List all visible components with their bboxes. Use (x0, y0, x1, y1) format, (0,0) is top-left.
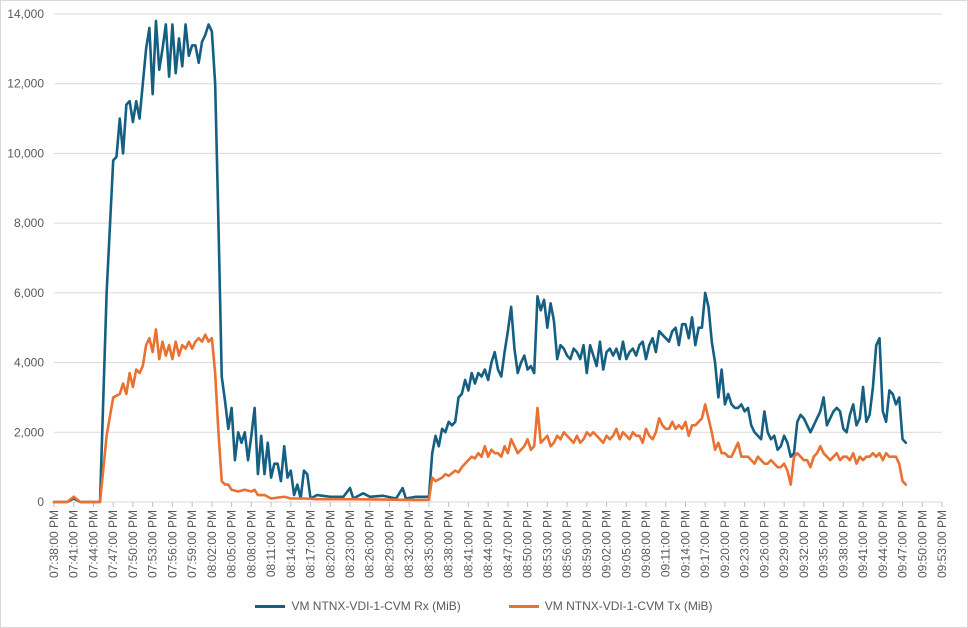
x-tick-label: 08:53:00 PM (540, 510, 554, 578)
x-tick-label: 09:02:00 PM (600, 510, 614, 578)
x-tick-label: 08:56:00 PM (560, 510, 574, 578)
legend-swatch-rx (255, 604, 286, 608)
x-tick-label: 07:56:00 PM (165, 510, 179, 578)
x-tick-label: 09:26:00 PM (757, 510, 771, 578)
x-tick-label: 08:35:00 PM (422, 510, 436, 578)
x-tick-label: 08:32:00 PM (402, 510, 416, 578)
x-tick-label: 09:32:00 PM (797, 510, 811, 578)
gridlines (54, 13, 942, 503)
x-tick-label: 08:44:00 PM (481, 510, 495, 578)
x-tick-label: 08:14:00 PM (284, 510, 298, 578)
x-tick-label: 08:59:00 PM (580, 510, 594, 578)
x-tick-label: 07:50:00 PM (126, 510, 140, 578)
x-tick-label: 08:05:00 PM (225, 510, 239, 578)
y-tick-label: 2,000 (14, 425, 44, 439)
legend-item-rx: VM NTNX-VDI-1-CVM Rx (MiB) (255, 599, 461, 613)
y-tick-label: 12,000 (7, 77, 44, 91)
legend-label-tx: VM NTNX-VDI-1-CVM Tx (MiB) (544, 599, 713, 613)
x-tick-label: 09:05:00 PM (619, 510, 633, 578)
x-tick-label: 08:26:00 PM (363, 510, 377, 578)
x-tick-label: 08:02:00 PM (205, 510, 219, 578)
y-tick-label: 0 (37, 495, 44, 509)
x-tick-label: 08:23:00 PM (343, 510, 357, 578)
legend: VM NTNX-VDI-1-CVM Rx (MiB) VM NTNX-VDI-1… (0, 596, 968, 616)
x-tick-label: 09:53:00 PM (935, 510, 949, 578)
x-tick-label: 08:38:00 PM (442, 510, 456, 578)
y-tick-label: 14,000 (7, 7, 44, 21)
x-tick-label: 09:50:00 PM (915, 510, 929, 578)
x-tick-label: 08:41:00 PM (461, 510, 475, 578)
x-tick-label: 07:47:00 PM (106, 510, 120, 578)
x-tick-label: 09:47:00 PM (896, 510, 910, 578)
x-tick-label: 08:17:00 PM (304, 510, 318, 578)
x-tick-label: 08:29:00 PM (382, 510, 396, 578)
legend-swatch-tx (508, 604, 539, 608)
series-lines (52, 19, 908, 504)
x-tick-label: 09:20:00 PM (718, 510, 732, 578)
x-tick-label: 09:38:00 PM (836, 510, 850, 578)
x-tick-label: 07:59:00 PM (185, 510, 199, 578)
y-tick-label: 6,000 (14, 286, 44, 300)
legend-label-rx: VM NTNX-VDI-1-CVM Rx (MiB) (291, 599, 461, 613)
x-tick-label: 07:38:00 PM (47, 510, 61, 578)
x-tick-label: 09:14:00 PM (678, 510, 692, 578)
x-tick-label: 09:41:00 PM (856, 510, 870, 578)
y-axis-ticks: 0 2,000 4,000 6,000 8,000 10,000 12,000 14,000 (7, 7, 44, 509)
x-tick-label: 08:50:00 PM (521, 510, 535, 578)
x-tick-label: 09:29:00 PM (777, 510, 791, 578)
x-tick-label: 08:08:00 PM (244, 510, 258, 578)
x-tick-label: 09:35:00 PM (817, 510, 831, 578)
y-tick-label: 8,000 (14, 216, 44, 230)
x-tick-label: 08:11:00 PM (264, 510, 278, 577)
x-tick-label: 09:11:00 PM (659, 510, 673, 577)
y-tick-label: 10,000 (7, 146, 44, 160)
series-line-rx (52, 19, 908, 504)
y-tick-label: 4,000 (14, 356, 44, 370)
x-tick-label: 07:53:00 PM (146, 510, 160, 578)
x-tick-label: 07:44:00 PM (86, 510, 100, 578)
x-tick-label: 09:23:00 PM (738, 510, 752, 578)
x-tick-label: 08:20:00 PM (323, 510, 337, 578)
legend-item-tx: VM NTNX-VDI-1-CVM Tx (MiB) (508, 599, 713, 613)
series-line-tx (52, 328, 908, 504)
x-tick-label: 08:47:00 PM (501, 510, 515, 578)
x-tick-label: 09:44:00 PM (876, 510, 890, 578)
x-axis-ticks: 07:38:00 PM 07:41:00 PM 07:44:00 PM 07:47:0… (47, 502, 949, 578)
x-tick-label: 09:17:00 PM (698, 510, 712, 578)
x-tick-label: 09:08:00 PM (639, 510, 653, 578)
x-tick-label: 07:41:00 PM (67, 510, 81, 578)
